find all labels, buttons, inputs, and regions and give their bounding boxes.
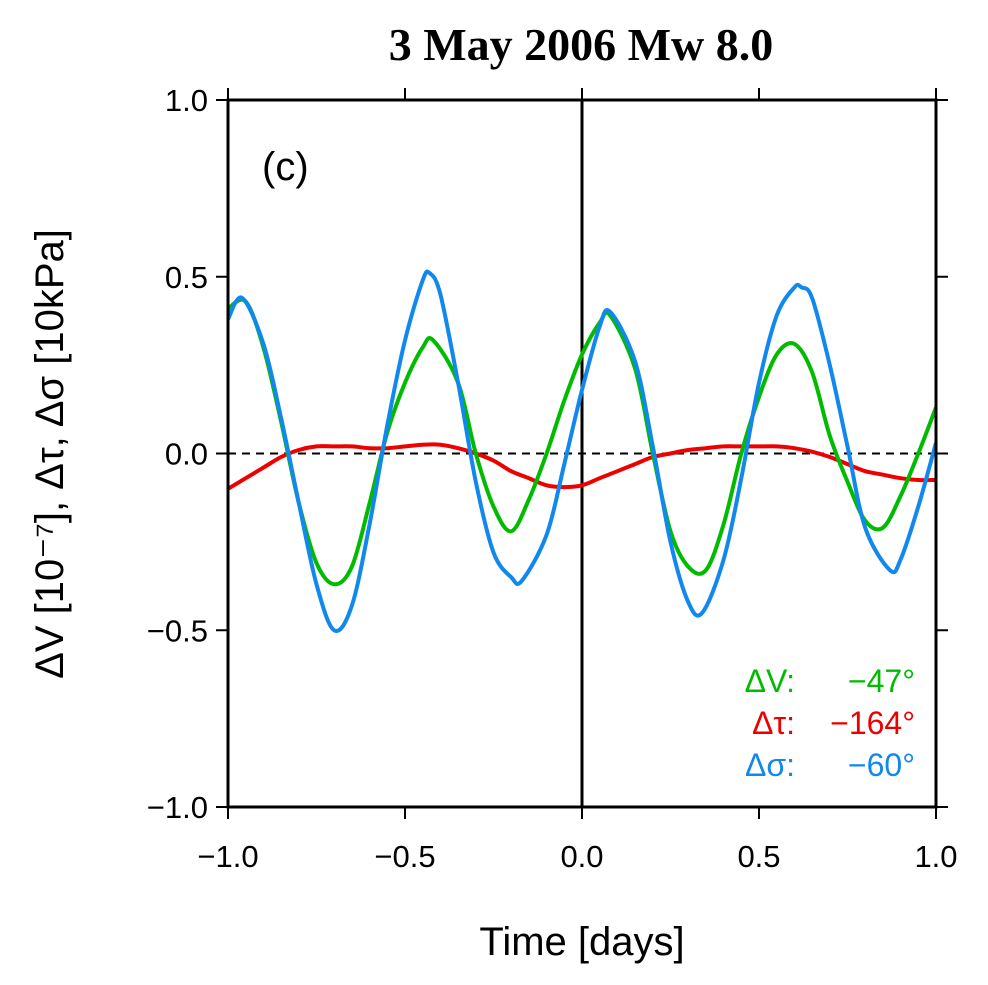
legend: ΔV: −47° Δτ: −164° Δσ: −60°	[745, 663, 915, 783]
delta-tau-line	[226, 442, 937, 491]
delta-sigma-legend-name: Δσ:	[745, 747, 795, 783]
delta-sigma-legend-phase: −60°	[848, 747, 915, 783]
y-tick-label: 1.0	[165, 83, 208, 118]
x-tick-label: −1.0	[197, 839, 258, 874]
delta-v-line	[226, 297, 938, 587]
delta-v-legend-phase: −47°	[848, 663, 915, 699]
delta-tau-legend-name: Δτ:	[752, 705, 795, 741]
delta-tau-legend-phase: −164°	[830, 705, 915, 741]
x-tick-label: 1.0	[914, 839, 957, 874]
plot-area	[226, 100, 938, 807]
x-tick-label: −0.5	[374, 839, 435, 874]
y-axis-ticks: −1.0 −0.5 0.0 0.5 1.0	[147, 83, 948, 825]
y-tick-label: 0.5	[165, 260, 208, 295]
delta-sigma-line	[226, 269, 938, 633]
delta-v-legend-name: ΔV:	[745, 663, 795, 699]
x-tick-label: 0.0	[560, 839, 603, 874]
x-axis-ticks: −1.0 −0.5 0.0 0.5 1.0	[197, 88, 958, 874]
x-tick-label: 0.5	[737, 839, 780, 874]
y-tick-label: −0.5	[147, 613, 208, 648]
x-axis-label: Time [days]	[479, 920, 684, 964]
y-axis-label: ΔV [10⁻⁷], Δτ, Δσ [10kPa]	[28, 229, 72, 679]
panel-label: (c)	[262, 145, 309, 189]
y-tick-label: 0.0	[165, 437, 208, 472]
y-tick-label: −1.0	[147, 790, 208, 825]
chart-title: 3 May 2006 Mw 8.0	[389, 19, 774, 70]
